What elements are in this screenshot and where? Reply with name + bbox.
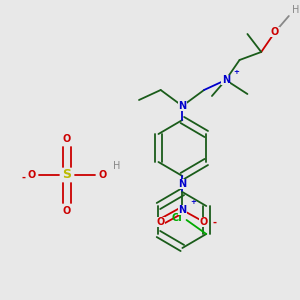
Text: -: - — [22, 173, 26, 183]
Text: O: O — [157, 217, 165, 227]
Text: +: + — [234, 69, 239, 75]
Text: O: O — [98, 170, 106, 180]
Text: H: H — [113, 161, 121, 171]
Text: S: S — [62, 169, 71, 182]
Text: -: - — [213, 218, 217, 228]
Text: N: N — [222, 75, 230, 85]
Text: O: O — [27, 170, 36, 180]
Text: H: H — [292, 5, 299, 15]
Text: O: O — [200, 217, 208, 227]
Text: O: O — [271, 27, 279, 37]
Text: +: + — [190, 199, 196, 205]
Text: N: N — [178, 179, 186, 189]
Text: O: O — [63, 206, 71, 216]
Text: N: N — [178, 205, 186, 215]
Text: O: O — [63, 134, 71, 144]
Text: N: N — [178, 179, 186, 189]
Text: N: N — [178, 101, 186, 111]
Text: Cl: Cl — [172, 213, 183, 223]
